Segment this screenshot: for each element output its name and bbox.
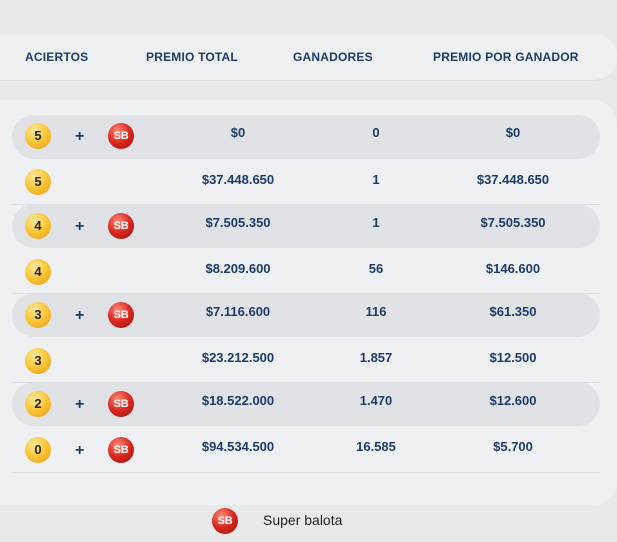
results-table-body: 5 + SB $0 0 $0 5 $37.448.650 1 $37.448.6… (0, 100, 617, 505)
ganadores-value: 1.470 (359, 393, 393, 408)
super-ball-icon: SB (108, 213, 134, 239)
table-row: 5 $37.448.650 1 $37.448.650 (12, 160, 600, 205)
super-ball-icon: SB (108, 391, 134, 417)
plus-sign: + (75, 128, 85, 145)
premio-total-value: $8.209.600 (205, 261, 271, 276)
table-row: 0 + SB $94.534.500 16.585 $5.700 (12, 428, 600, 473)
ganadores-value: 0 (372, 125, 380, 140)
plus-sign: + (75, 218, 85, 235)
premio-por-ganador-value: $12.600 (489, 393, 537, 408)
yellow-ball-icon: 2 (25, 391, 51, 417)
row-divider (12, 472, 600, 473)
premio-por-ganador-value: $12.500 (489, 350, 537, 365)
ganadores-value: 56 (368, 261, 384, 276)
plus-sign: + (75, 442, 85, 459)
ganadores-value: 1.857 (359, 350, 393, 365)
yellow-ball-icon: 5 (25, 169, 51, 195)
yellow-ball-icon: 4 (25, 259, 51, 285)
super-ball-legend-icon: SB (212, 508, 238, 534)
premio-total-value: $23.212.500 (201, 350, 275, 365)
premio-total-value: $7.505.350 (205, 215, 271, 230)
plus-sign: + (75, 396, 85, 413)
premio-total-value: $0 (230, 125, 246, 140)
premio-total-value: $37.448.650 (201, 172, 275, 187)
results-table-header: ACIERTOS PREMIO TOTAL GANADORES PREMIO P… (0, 34, 617, 81)
header-ganadores: GANADORES (293, 50, 373, 64)
ganadores-value: 1 (372, 172, 380, 187)
super-ball-icon: SB (108, 302, 134, 328)
table-row: 3 + SB $7.116.600 116 $61.350 (12, 293, 600, 337)
header-aciertos: ACIERTOS (25, 50, 89, 64)
ganadores-value: 16.585 (356, 439, 396, 454)
yellow-ball-icon: 4 (25, 213, 51, 239)
premio-total-value: $94.534.500 (201, 439, 275, 454)
ganadores-value: 116 (365, 304, 387, 319)
yellow-ball-icon: 3 (25, 348, 51, 374)
yellow-ball-icon: 5 (25, 123, 51, 149)
legend-label: Super balota (263, 512, 343, 528)
table-row: 4 + SB $7.505.350 1 $7.505.350 (12, 204, 600, 248)
table-row: 4 $8.209.600 56 $146.600 (12, 249, 600, 294)
premio-por-ganador-value: $7.505.350 (480, 215, 546, 230)
premio-por-ganador-value: $5.700 (493, 439, 533, 454)
ganadores-value: 1 (372, 215, 380, 230)
premio-total-value: $7.116.600 (205, 304, 271, 319)
header-premio-total: PREMIO TOTAL (146, 50, 238, 64)
yellow-ball-icon: 3 (25, 302, 51, 328)
table-row: 5 + SB $0 0 $0 (12, 115, 600, 159)
premio-por-ganador-value: $61.350 (489, 304, 537, 319)
premio-por-ganador-value: $37.448.650 (476, 172, 550, 187)
table-row: 3 $23.212.500 1.857 $12.500 (12, 338, 600, 383)
premio-total-value: $18.522.000 (201, 393, 275, 408)
premio-por-ganador-value: $146.600 (485, 261, 541, 276)
plus-sign: + (75, 307, 85, 324)
table-row: 2 + SB $18.522.000 1.470 $12.600 (12, 382, 600, 426)
yellow-ball-icon: 0 (25, 437, 51, 463)
super-ball-icon: SB (108, 437, 134, 463)
super-ball-icon: SB (108, 123, 134, 149)
header-premio-por-ganador: PREMIO POR GANADOR (433, 50, 579, 64)
premio-por-ganador-value: $0 (505, 125, 521, 140)
